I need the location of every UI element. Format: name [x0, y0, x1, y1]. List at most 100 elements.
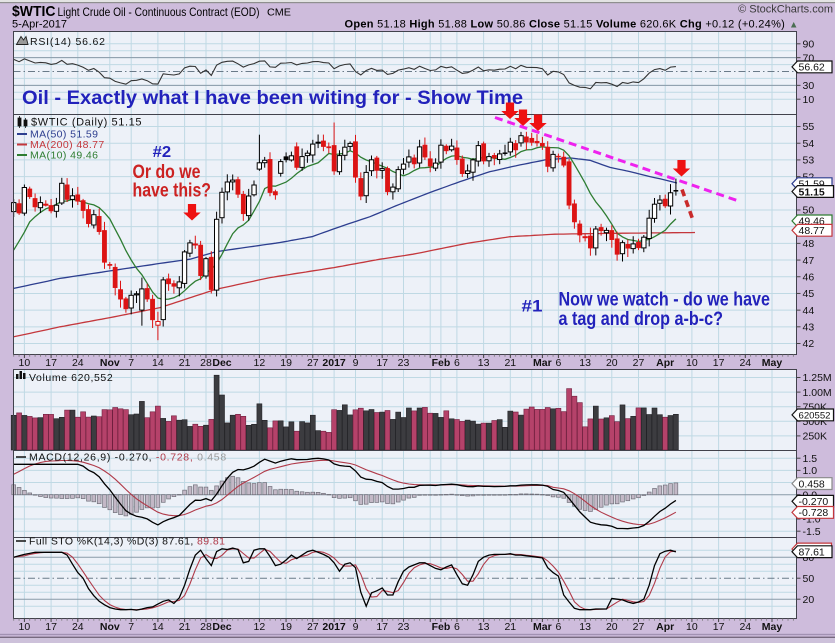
svg-text:620552: 620552: [799, 411, 831, 422]
svg-text:14: 14: [152, 621, 164, 633]
svg-text:Nov: Nov: [100, 621, 120, 633]
svg-text:MACD(12,26,9) -0.270, -0.728,: MACD(12,26,9) -0.270, -0.728, 0.458: [29, 452, 227, 464]
svg-text:6: 6: [555, 357, 561, 369]
svg-text:Open 51.18 High 51.88 Low 50.8: Open 51.18 High 51.88 Low 50.86 Close 51…: [345, 19, 786, 31]
svg-text:47: 47: [803, 255, 815, 267]
svg-text:6: 6: [555, 621, 561, 633]
svg-text:55: 55: [803, 121, 815, 133]
svg-text:Now we watch - do we have: Now we watch - do we have: [559, 289, 771, 310]
svg-text:10: 10: [803, 94, 815, 106]
svg-text:a tag and drop a-b-c?: a tag and drop a-b-c?: [559, 309, 724, 330]
svg-text:10: 10: [19, 621, 31, 633]
svg-text:2017: 2017: [322, 621, 346, 633]
svg-text:17: 17: [45, 621, 57, 633]
svg-text:1.25M: 1.25M: [803, 372, 832, 384]
svg-text:21: 21: [179, 621, 191, 633]
svg-text:Volume 620,552: Volume 620,552: [29, 372, 113, 384]
svg-text:21: 21: [179, 357, 191, 369]
svg-text:RSI(14) 56.62: RSI(14) 56.62: [30, 36, 106, 48]
svg-text:17: 17: [376, 357, 388, 369]
svg-text:12: 12: [254, 621, 266, 633]
svg-text:45: 45: [803, 288, 815, 300]
svg-text:250K: 250K: [803, 431, 828, 443]
svg-text:13: 13: [579, 621, 591, 633]
svg-text:46: 46: [803, 271, 815, 283]
svg-text:14: 14: [152, 357, 164, 369]
svg-text:#1: #1: [522, 297, 543, 316]
svg-text:0.458: 0.458: [799, 478, 825, 490]
svg-text:27: 27: [307, 357, 319, 369]
svg-text:13: 13: [478, 357, 490, 369]
svg-text:$WTIC: $WTIC: [12, 3, 56, 20]
svg-text:28: 28: [200, 621, 212, 633]
svg-text:21: 21: [504, 357, 516, 369]
svg-text:-1.5: -1.5: [803, 526, 821, 538]
svg-text:20: 20: [606, 357, 618, 369]
svg-text:2017: 2017: [322, 357, 346, 369]
svg-text:Dec: Dec: [212, 357, 231, 369]
svg-text:90: 90: [803, 39, 815, 51]
svg-text:▲: ▲: [789, 20, 798, 31]
svg-text:#2: #2: [153, 144, 172, 161]
svg-text:43: 43: [803, 322, 815, 334]
svg-text:10: 10: [686, 357, 698, 369]
svg-text:10: 10: [19, 357, 31, 369]
svg-text:48: 48: [803, 238, 815, 250]
svg-text:13: 13: [579, 357, 591, 369]
svg-text:27: 27: [307, 621, 319, 633]
svg-text:MA(50) 51.59: MA(50) 51.59: [30, 129, 98, 141]
svg-text:6: 6: [454, 357, 460, 369]
svg-text:Dec: Dec: [212, 621, 231, 633]
svg-text:48.77: 48.77: [799, 225, 825, 237]
svg-text:27: 27: [633, 357, 645, 369]
svg-text:6: 6: [454, 621, 460, 633]
svg-text:24: 24: [72, 621, 84, 633]
svg-text:Mar: Mar: [533, 357, 552, 369]
svg-text:44: 44: [803, 305, 815, 317]
svg-text:Oil - Exactly what I have been: Oil - Exactly what I have been witing fo…: [22, 88, 523, 109]
svg-text:23: 23: [398, 621, 410, 633]
svg-text:9: 9: [353, 357, 359, 369]
svg-text:20: 20: [803, 594, 815, 606]
svg-text:12: 12: [254, 357, 266, 369]
svg-text:1.0: 1.0: [803, 465, 818, 477]
svg-text:53: 53: [803, 155, 815, 167]
svg-text:17: 17: [713, 357, 725, 369]
svg-text:7: 7: [128, 357, 134, 369]
svg-text:Mar: Mar: [533, 621, 552, 633]
svg-text:Apr: Apr: [656, 621, 674, 633]
svg-text:7: 7: [128, 621, 134, 633]
svg-text:70: 70: [803, 52, 815, 64]
svg-text:MA(10) 49.46: MA(10) 49.46: [30, 150, 98, 162]
svg-text:-0.270: -0.270: [799, 496, 829, 508]
svg-text:20: 20: [606, 621, 618, 633]
svg-text:28: 28: [200, 357, 212, 369]
svg-text:Feb: Feb: [432, 621, 451, 633]
svg-text:50: 50: [803, 573, 815, 585]
svg-text:1.5: 1.5: [803, 453, 818, 465]
svg-text:19: 19: [280, 621, 292, 633]
svg-text:5-Apr-2017: 5-Apr-2017: [12, 19, 67, 31]
svg-text:CME: CME: [267, 8, 291, 19]
svg-text:24: 24: [739, 357, 751, 369]
svg-text:May: May: [762, 357, 783, 369]
svg-text:17: 17: [376, 621, 388, 633]
svg-text:24: 24: [72, 357, 84, 369]
svg-text:27: 27: [633, 621, 645, 633]
svg-text:$WTIC (Daily) 51.15: $WTIC (Daily) 51.15: [31, 117, 142, 129]
svg-text:10: 10: [686, 621, 698, 633]
svg-text:17: 17: [713, 621, 725, 633]
svg-text:24: 24: [739, 621, 751, 633]
svg-text:19: 19: [280, 357, 292, 369]
svg-text:Nov: Nov: [100, 357, 120, 369]
svg-text:Or do we: Or do we: [133, 162, 201, 183]
svg-text:13: 13: [478, 621, 490, 633]
svg-text:Light Crude Oil - Continuous C: Light Crude Oil - Continuous Contract (E…: [58, 5, 260, 19]
svg-text:MA(200) 48.77: MA(200) 48.77: [30, 139, 105, 151]
svg-text:42: 42: [803, 338, 815, 350]
svg-text:21: 21: [504, 621, 516, 633]
svg-text:30: 30: [803, 80, 815, 92]
svg-text:© StockCharts.com: © StockCharts.com: [738, 4, 833, 16]
svg-text:54: 54: [803, 138, 815, 150]
svg-text:May: May: [762, 621, 783, 633]
